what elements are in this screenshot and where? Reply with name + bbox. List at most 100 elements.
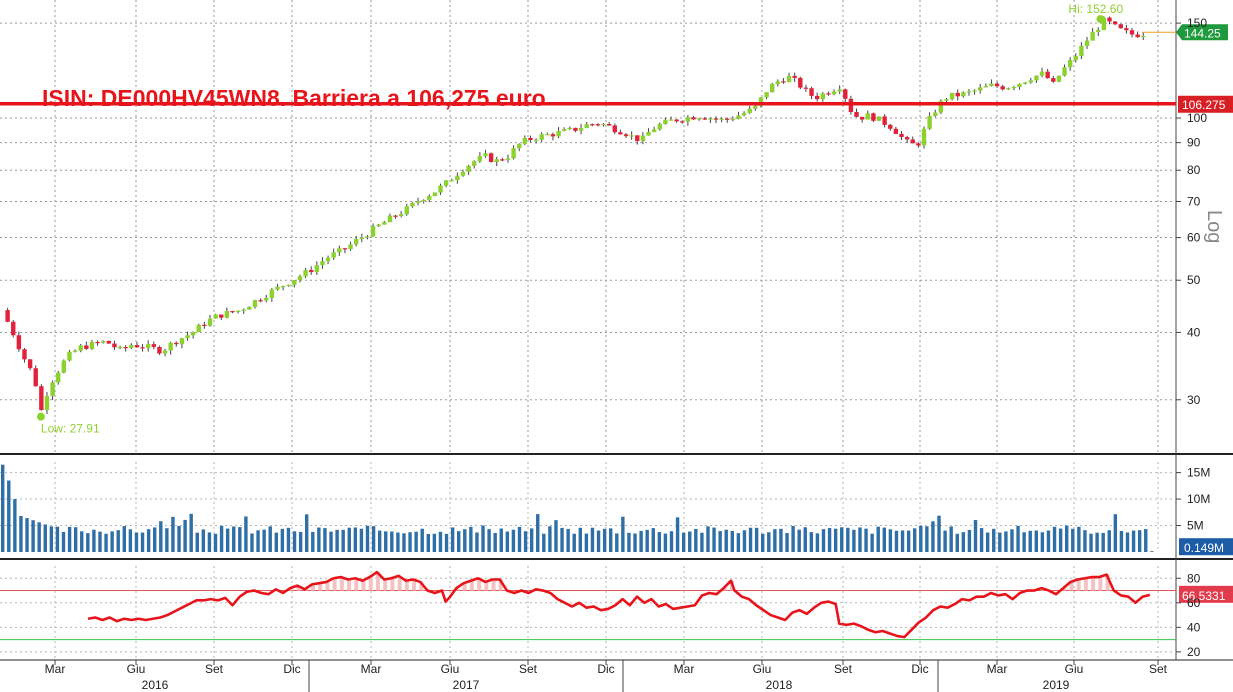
month-tick-label: Set [519,662,538,676]
candle-body [1118,24,1123,29]
volume-bar [280,528,285,552]
volume-bar [785,533,789,552]
volume-last-tag [1179,538,1233,556]
volume-bar [913,528,917,552]
volume-bar [578,527,582,552]
volume-bar [791,525,795,552]
candle-body [511,148,516,159]
candle-body [185,335,190,339]
volume-bar [681,532,686,552]
candle-body [1022,82,1028,84]
candle-body [398,214,404,217]
volume-bar [426,533,430,552]
candle-body [623,134,629,137]
volume-bar [955,533,959,552]
candle-body [556,130,561,137]
candle-body [1129,30,1135,35]
candle-body [612,125,617,133]
volume-bar [694,528,698,552]
volume-bar [1137,530,1142,552]
candle-body [528,137,533,141]
candle-body [145,344,151,349]
month-tick-label: Set [205,662,224,676]
candle-body [938,100,944,113]
candle-body [674,119,679,122]
candle-body [16,335,22,350]
volume-bar [159,521,163,552]
candle-body [578,127,584,131]
volume-bar [80,531,84,552]
volume-bar [761,533,765,552]
candle-body [517,143,522,149]
volume-bar [390,531,394,552]
volume-bar [675,517,680,552]
candle-body [370,226,376,237]
month-tick-label: Set [834,662,853,676]
candle-body [961,92,966,97]
candle-body [500,159,505,161]
candle-body [1101,17,1107,30]
candle-body [415,201,421,203]
volume-bar [669,531,674,552]
volume-bar [858,527,862,552]
volume-bar [13,499,17,552]
candle-body [168,342,173,351]
volume-bar [1,464,5,552]
volume-bar [900,530,905,552]
volume-bar [724,529,728,552]
volume-bar [371,526,376,552]
volume-bar [767,532,771,552]
candle-body [455,175,460,181]
candle-body [545,134,550,136]
candle-body [410,202,415,207]
volume-bar [906,530,911,552]
candle-body [258,300,263,302]
candle-body [353,239,359,245]
candle-body [769,84,775,93]
volume-bar [870,533,874,552]
volume-bar [359,528,364,552]
volume-bar [1046,530,1051,552]
volume-bar [61,532,66,552]
candle-body [871,113,876,121]
volume-bar [134,532,139,552]
rsi-line [87,570,1151,639]
candle-body [134,345,140,348]
candle-body [151,344,156,347]
volume-bar [633,533,637,552]
volume-bar [718,531,722,552]
barrier-tag-label: 106.275 [1182,98,1226,112]
volume-bar [1083,530,1087,552]
volume-bar [815,533,820,552]
volume-last-label: 0.149M [1184,541,1224,555]
volume-bar [487,529,491,552]
candle-body [573,127,578,131]
volume-bar [86,533,90,552]
volume-bar [450,527,455,552]
volume-bar [110,531,114,552]
time-axis: Mar Giu Set Dic Mar Giu Set Dic Mar Giu Set Dic Mar G… [45,660,1168,692]
candle-body [112,343,117,348]
month-tick-label: Giu [127,662,146,676]
candle-body [882,116,887,125]
volume-bar [128,529,133,552]
candle-body [280,285,286,288]
volume-bar [590,527,595,552]
candle-body [67,351,72,361]
volume-bar [505,531,510,552]
candle-body [432,192,438,197]
volume-bar [189,513,193,552]
last-price-label: 144.25 [1184,26,1221,40]
candle-body [1017,83,1022,87]
volume-bar [523,531,528,552]
candle-body [646,132,651,136]
candle-body [129,345,134,348]
volume-bar [949,526,953,552]
volume-bar [779,528,783,552]
candle-body [140,347,145,349]
year-label: 2017 [453,678,480,692]
rsi-axis: 20 40 60 80 [1176,571,1201,659]
candle-body [1112,21,1118,25]
candle-body [61,360,67,373]
